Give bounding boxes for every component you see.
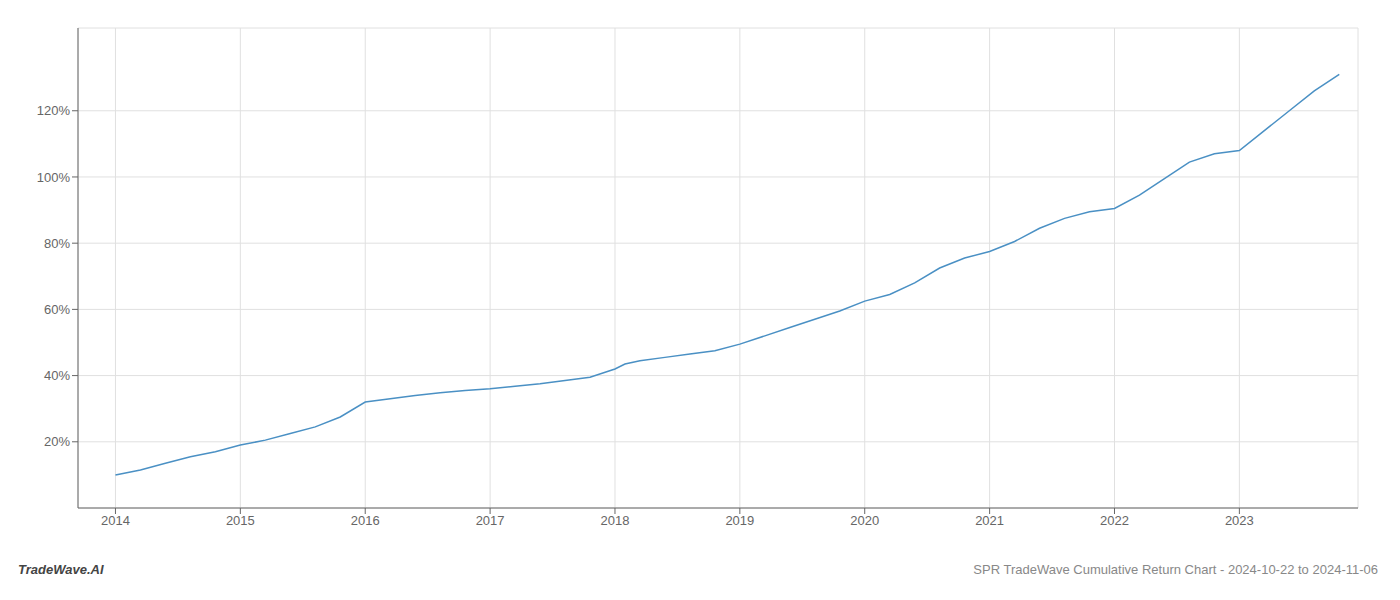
svg-text:40%: 40% <box>44 368 70 383</box>
svg-text:2015: 2015 <box>226 513 255 528</box>
svg-text:2019: 2019 <box>725 513 754 528</box>
svg-text:120%: 120% <box>37 103 71 118</box>
html-text:TradeWave.AI: TradeWave.AI <box>18 562 104 577</box>
html-text:SPR TradeWave Cumulative Retur: SPR TradeWave Cumulative Return Chart - … <box>973 562 1378 577</box>
svg-text:2014: 2014 <box>101 513 130 528</box>
svg-text:2020: 2020 <box>850 513 879 528</box>
svg-text:100%: 100% <box>37 170 71 185</box>
svg-text:2017: 2017 <box>476 513 505 528</box>
svg-text:20%: 20% <box>44 434 70 449</box>
svg-text:2021: 2021 <box>975 513 1004 528</box>
svg-text:2023: 2023 <box>1225 513 1254 528</box>
svg-text:60%: 60% <box>44 302 70 317</box>
svg-text:2022: 2022 <box>1100 513 1129 528</box>
svg-text:2016: 2016 <box>351 513 380 528</box>
svg-text:80%: 80% <box>44 236 70 251</box>
svg-text:2018: 2018 <box>601 513 630 528</box>
